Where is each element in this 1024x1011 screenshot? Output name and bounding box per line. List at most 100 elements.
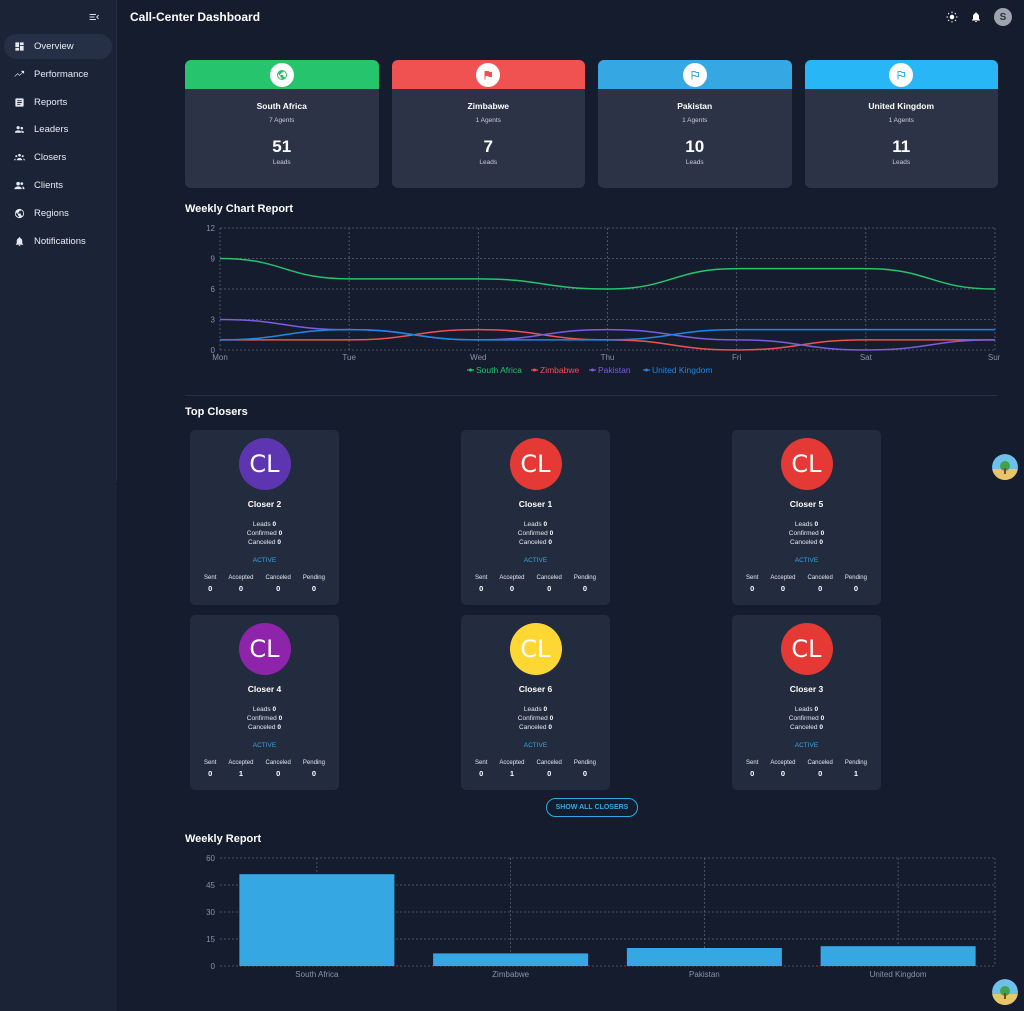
leads-label: Leads	[794, 706, 813, 713]
section-divider	[185, 395, 998, 396]
closer-card[interactable]: CL Closer 4 Leads 0 Confirmed 0 Canceled…	[190, 615, 339, 790]
sidebar-item-label: Reports	[34, 96, 68, 108]
accepted-label: Accepted	[228, 760, 254, 766]
sidebar-item-regions[interactable]: Regions	[4, 201, 112, 226]
closer-card[interactable]: CL Closer 1 Leads 0 Confirmed 0 Canceled…	[461, 430, 610, 605]
bar-south-africa[interactable]	[239, 874, 395, 966]
dashboard-icon	[13, 41, 25, 53]
report-icon	[13, 96, 25, 108]
legend-entry[interactable]: United Kingdom	[652, 365, 712, 375]
bar-united-kingdom[interactable]	[820, 946, 976, 966]
sidebar-item-reports[interactable]: Reports	[4, 90, 112, 115]
menu-collapse-icon[interactable]	[88, 10, 102, 24]
agent-count: 1 Agents	[682, 117, 708, 124]
closer-card[interactable]: CL Closer 2 Leads 0 Confirmed 0 Canceled…	[190, 430, 339, 605]
bar-pakistan[interactable]	[626, 948, 782, 966]
closer-card[interactable]: CL Closer 5 Leads 0 Confirmed 0 Canceled…	[732, 430, 881, 605]
pending-count: Pending 0	[574, 760, 596, 778]
leads-value: 0	[543, 521, 548, 528]
canceled-label: Canceled	[519, 724, 547, 731]
canceled-label: Canceled	[248, 539, 276, 546]
closer-counts: Sent 0 Accepted 0 Canceled 0 Pending 1	[732, 760, 881, 778]
sidebar-item-label: Performance	[34, 68, 89, 80]
y-tick-label: 60	[206, 854, 215, 863]
sidebar-item-overview[interactable]: Overview	[4, 34, 112, 59]
accepted-value: 1	[238, 769, 243, 778]
legend-entry[interactable]: South Africa	[476, 365, 522, 375]
weekly-bar-chart: 0 15 30 45 60 South Africa Zimbabwe Pakistan Uni…	[206, 854, 996, 979]
leads-label: Leads	[892, 159, 911, 166]
pending-count: Pending 1	[845, 760, 867, 778]
sent-count: Sent 0	[746, 575, 758, 593]
show-all-closers-button[interactable]: SHOW ALL CLOSERS	[546, 798, 638, 817]
assistant-icon[interactable]	[992, 454, 1018, 480]
weekly-report-title: Weekly Report	[185, 833, 262, 845]
sidebar-item-closers[interactable]: Closers	[4, 145, 112, 170]
card-header	[391, 60, 585, 89]
canceled-value: 0	[548, 539, 552, 546]
pending-count: Pending 0	[303, 760, 325, 778]
confirmed-value: 0	[820, 715, 825, 722]
card-header	[804, 60, 998, 89]
status-badge: ACTIVE	[523, 557, 548, 564]
closer-card[interactable]: CL Closer 6 Leads 0 Confirmed 0 Canceled…	[461, 615, 610, 790]
trending-icon	[13, 68, 25, 80]
canceled-value: 0	[819, 539, 823, 546]
pending-value: 0	[853, 584, 858, 593]
country-name: South Africa	[256, 101, 307, 111]
y-tick-label: 6	[211, 285, 216, 294]
accepted-value: 0	[780, 769, 785, 778]
canceled-label: Canceled	[265, 575, 291, 581]
canceled-label: Canceled	[248, 724, 276, 731]
canceled-count: Canceled 0	[265, 575, 290, 593]
leads-label: Leads	[794, 521, 813, 528]
bar-zimbabwe[interactable]	[433, 953, 589, 966]
closer-card[interactable]: CL Closer 3 Leads 0 Confirmed 0 Canceled…	[732, 615, 881, 790]
assistant-icon-bottom[interactable]	[992, 979, 1018, 1005]
legend-marker-dot	[591, 368, 594, 372]
canceled-label: Canceled	[807, 760, 833, 766]
pending-value: 0	[311, 769, 316, 778]
canceled-value: 0	[548, 724, 552, 731]
sidebar-item-notifications[interactable]: Notifications	[4, 229, 112, 254]
confirmed-value: 0	[549, 715, 554, 722]
confirmed-label: Confirmed	[246, 715, 277, 722]
bell-icon[interactable]	[970, 11, 982, 23]
pending-value: 0	[582, 769, 587, 778]
sidebar-item-performance[interactable]: Performance	[4, 62, 112, 87]
country-card[interactable]: Pakistan 1 Agents 10 Leads	[598, 60, 792, 188]
theme-toggle-icon[interactable]	[946, 11, 958, 23]
sidebar-item-label: Clients	[34, 179, 64, 191]
closer-name: Closer 2	[247, 499, 282, 509]
country-card[interactable]: Zimbabwe 1 Agents 7 Leads	[391, 60, 585, 188]
flag-icon	[476, 62, 501, 87]
canceled-label: Canceled	[790, 539, 818, 546]
accepted-count: Accepted 0	[228, 575, 253, 593]
page-title: Call-Center Dashboard	[130, 10, 261, 24]
accepted-count: Accepted 0	[770, 575, 795, 593]
agent-count: 7 Agents	[269, 117, 295, 124]
pending-label: Pending	[573, 760, 596, 766]
country-card[interactable]: United Kingdom 1 Agents 11 Leads	[804, 60, 998, 188]
series-line-south-africa	[219, 257, 996, 290]
weekly-chart-title: Weekly Chart Report	[185, 203, 293, 215]
closer-counts: Sent 0 Accepted 0 Canceled 0 Pending 0	[190, 575, 339, 593]
user-avatar[interactable]: S	[994, 8, 1012, 26]
confirmed-label: Confirmed	[788, 530, 819, 537]
leads-label: Leads	[685, 159, 704, 166]
canceled-value: 0	[818, 584, 823, 593]
sent-label: Sent	[475, 575, 488, 581]
y-tick-label: 45	[206, 881, 215, 890]
country-card[interactable]: South Africa 7 Agents 51 Leads	[185, 60, 379, 188]
sidebar-item-leaders[interactable]: Leaders	[4, 117, 112, 142]
accepted-value: 1	[509, 769, 514, 778]
x-tick-label: Tue	[342, 353, 356, 362]
sidebar-item-clients[interactable]: Clients	[4, 173, 112, 198]
legend-entry[interactable]: Zimbabwe	[540, 365, 579, 375]
sent-count: Sent 0	[475, 575, 487, 593]
x-tick-label: Pakistan	[689, 970, 720, 979]
legend-entry[interactable]: Pakistan	[598, 365, 631, 375]
y-tick-label: 15	[206, 935, 215, 944]
closer-stats: Leads 0 Confirmed 0 Canceled 0	[190, 520, 339, 547]
canceled-value: 0	[818, 769, 823, 778]
